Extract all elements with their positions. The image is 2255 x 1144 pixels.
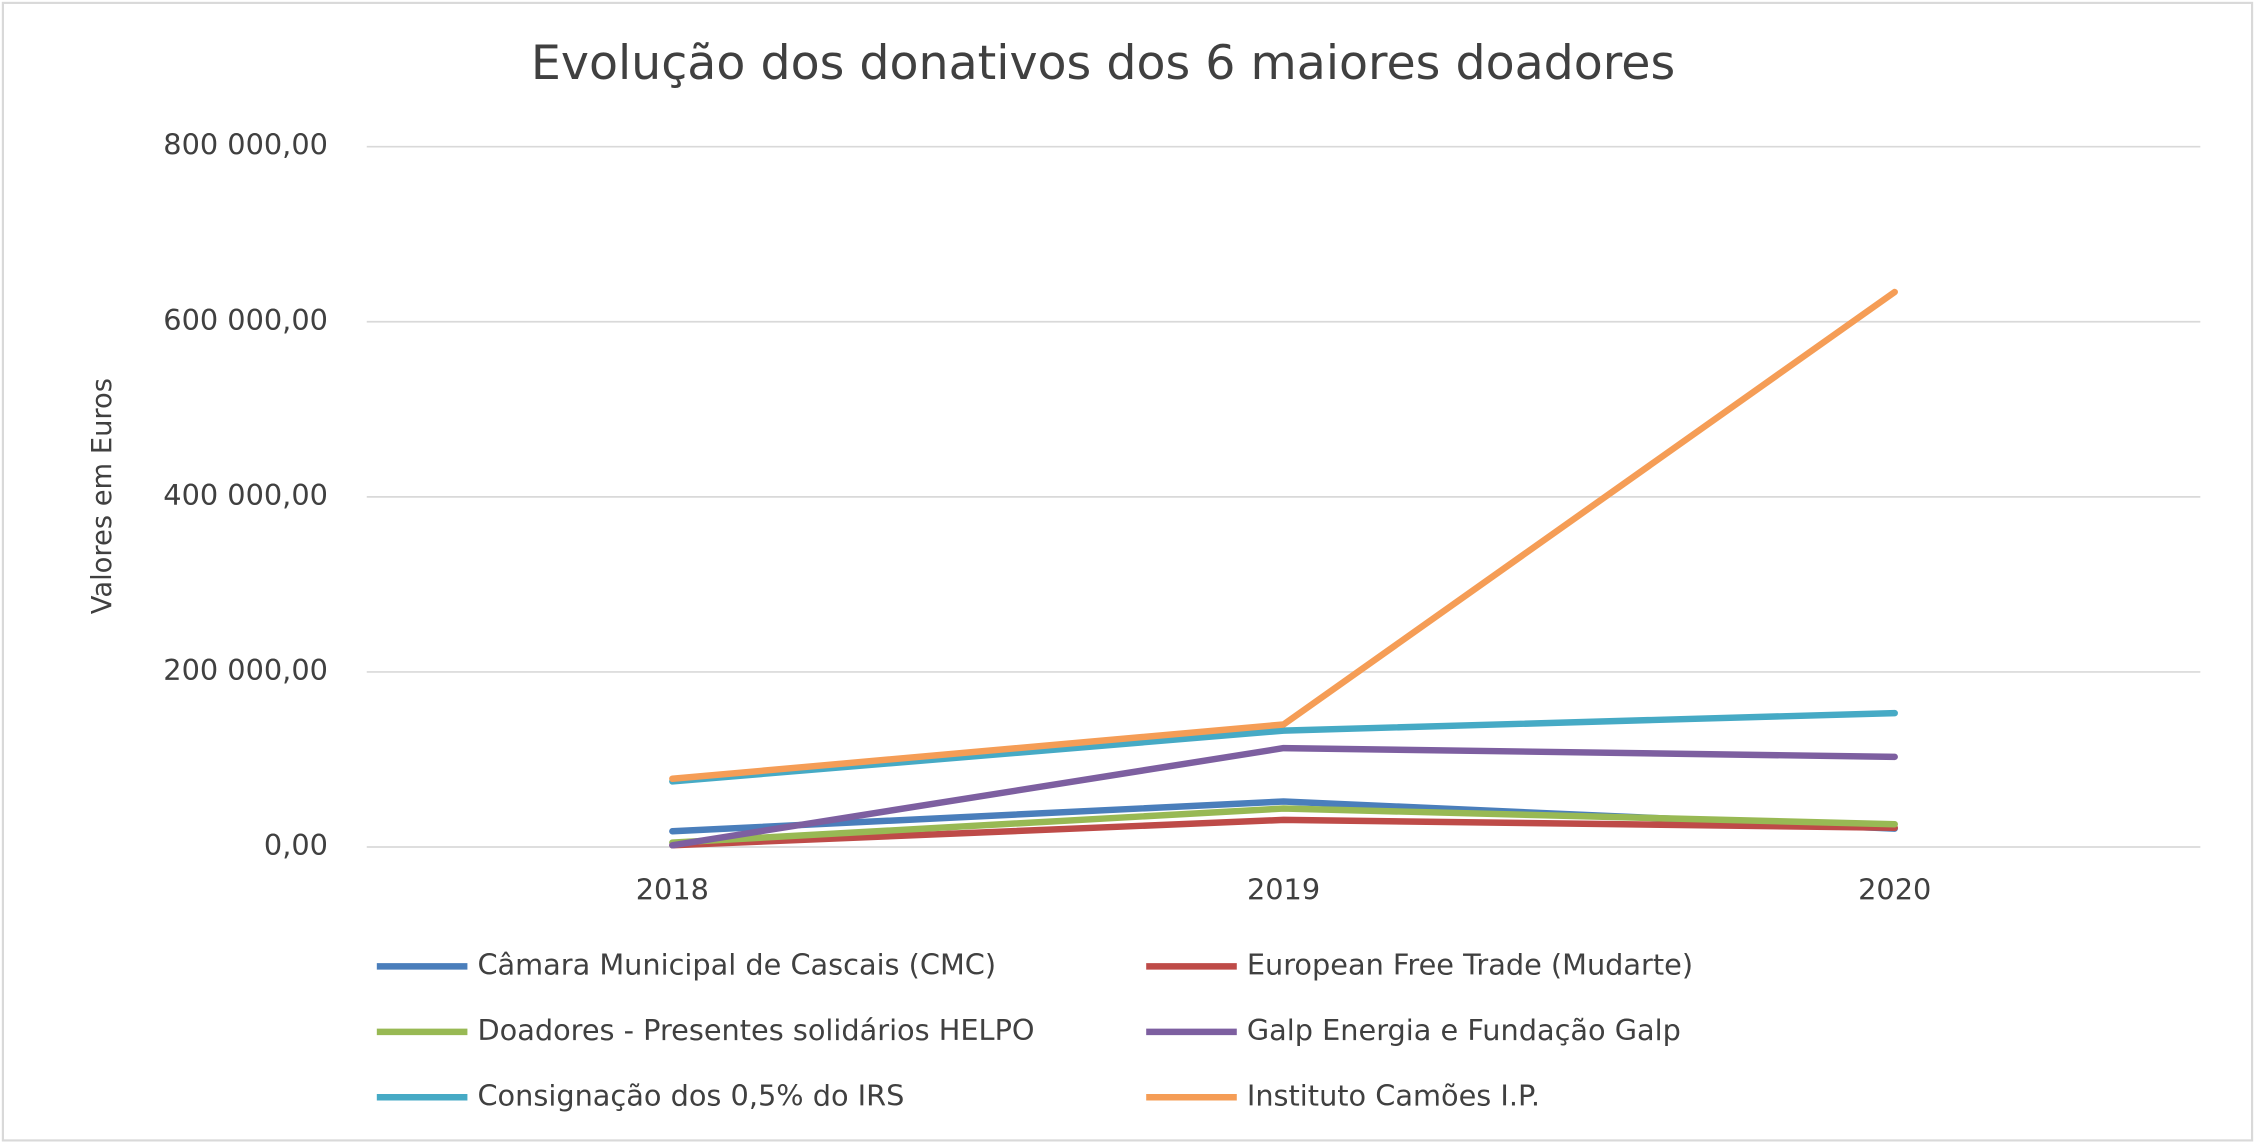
- legend-label: Consignação dos 0,5% do IRS: [477, 1078, 904, 1112]
- series-line: [669, 709, 1898, 785]
- legend-label: Instituto Camões I.P.: [1247, 1078, 1540, 1112]
- legend-label: European Free Trade (Mudarte): [1247, 947, 1693, 981]
- series-line: [669, 816, 1898, 849]
- series-line: [669, 744, 1898, 849]
- y-tick-label: 0,00: [264, 828, 328, 862]
- legend-label: Doadores - Presentes solidários HELPO: [477, 1013, 1034, 1047]
- x-tick-label: 2019: [1247, 873, 1320, 907]
- chart-title: Evolução dos donativos dos 6 maiores doa…: [531, 36, 1675, 91]
- y-axis-label: Valores em Euros: [87, 378, 118, 614]
- y-tick-label: 800 000,00: [163, 128, 328, 162]
- series-line: [669, 805, 1898, 846]
- y-tick-label: 400 000,00: [163, 478, 328, 512]
- y-tick-label: 600 000,00: [163, 303, 328, 337]
- legend-label: Galp Energia e Fundação Galp: [1247, 1013, 1681, 1047]
- series-line: [669, 288, 1898, 782]
- x-tick-label: 2018: [636, 873, 709, 907]
- x-tick-label: 2020: [1858, 873, 1931, 907]
- legend-label: Câmara Municipal de Cascais (CMC): [477, 947, 996, 981]
- y-tick-label: 200 000,00: [163, 653, 328, 687]
